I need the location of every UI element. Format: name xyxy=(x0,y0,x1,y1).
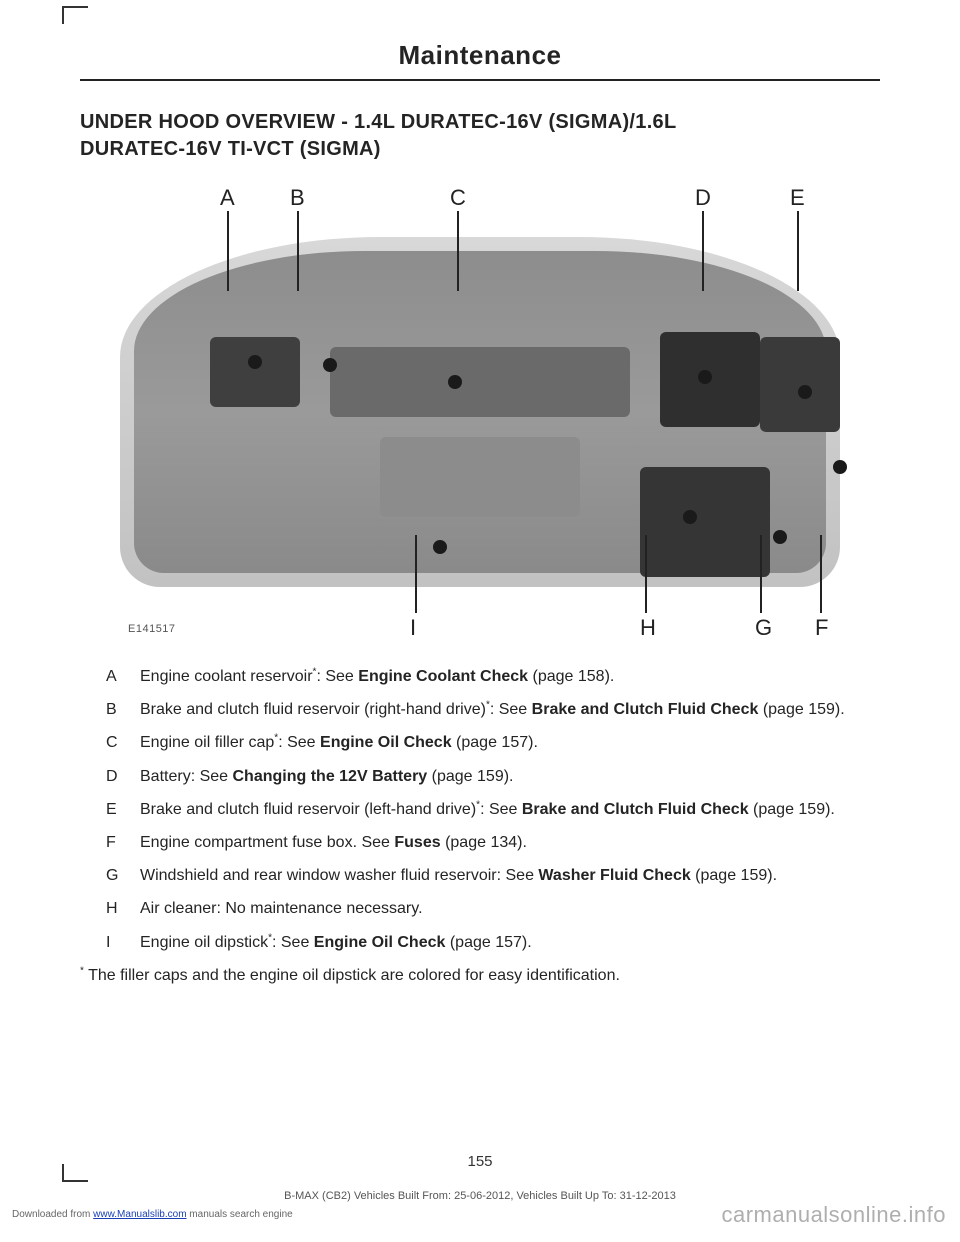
legend-list: AEngine coolant reservoir*: See Engine C… xyxy=(80,665,880,954)
callout-dot xyxy=(323,358,337,372)
download-link[interactable]: www.Manualslib.com xyxy=(93,1209,186,1220)
page-content: Maintenance UNDER HOOD OVERVIEW - 1.4L D… xyxy=(0,0,960,1007)
legend-key: B xyxy=(80,698,140,721)
leader-line xyxy=(457,211,459,291)
legend-key: G xyxy=(80,864,140,887)
legend-row: AEngine coolant reservoir*: See Engine C… xyxy=(80,665,880,688)
legend-text: Windshield and rear window washer fluid … xyxy=(140,864,880,887)
leader-line xyxy=(227,211,229,291)
legend-row: GWindshield and rear window washer fluid… xyxy=(80,864,880,887)
legend-row: HAir cleaner: No maintenance necessary. xyxy=(80,897,880,920)
legend-text: Engine coolant reservoir*: See Engine Co… xyxy=(140,665,880,688)
engine-component-block xyxy=(330,347,630,417)
callout-dot xyxy=(833,460,847,474)
legend-key: C xyxy=(80,731,140,754)
section-title-line2: DURATEC-16V TI-VCT (SIGMA) xyxy=(80,138,381,160)
callout-label-e: E xyxy=(790,185,805,211)
section-title: UNDER HOOD OVERVIEW - 1.4L DURATEC-16V (… xyxy=(80,109,880,163)
footnote: * The filler caps and the engine oil dip… xyxy=(80,964,880,987)
callout-dot xyxy=(248,355,262,369)
section-title-line1: UNDER HOOD OVERVIEW - 1.4L DURATEC-16V (… xyxy=(80,111,677,133)
legend-text: Engine compartment fuse box. See Fuses (… xyxy=(140,831,880,854)
leader-line xyxy=(820,535,822,613)
watermark: carmanualsonline.info xyxy=(721,1202,946,1228)
legend-row: CEngine oil filler cap*: See Engine Oil … xyxy=(80,731,880,754)
download-line: Downloaded from www.Manualslib.com manua… xyxy=(12,1209,293,1220)
callout-dot xyxy=(448,375,462,389)
diagram-container: E141517 A B C D E I H G F xyxy=(80,177,880,647)
callout-label-a: A xyxy=(220,185,235,211)
callout-label-f: F xyxy=(815,615,828,641)
leader-line xyxy=(702,211,704,291)
engine-component-block xyxy=(210,337,300,407)
engine-diagram: E141517 A B C D E I H G F xyxy=(80,177,880,647)
callout-dot xyxy=(773,530,787,544)
download-prefix: Downloaded from xyxy=(12,1209,93,1220)
leader-line xyxy=(797,211,799,291)
leader-line xyxy=(297,211,299,291)
footnote-text: The filler caps and the engine oil dipst… xyxy=(84,967,620,984)
title-rule xyxy=(80,79,880,81)
engine-component-block xyxy=(380,437,580,517)
leader-line xyxy=(415,535,417,613)
engine-component-block xyxy=(760,337,840,432)
legend-text: Brake and clutch fluid reservoir (right-… xyxy=(140,698,880,721)
download-suffix: manuals search engine xyxy=(187,1209,293,1220)
legend-text: Air cleaner: No maintenance necessary. xyxy=(140,897,880,920)
callout-dot xyxy=(698,370,712,384)
leader-line xyxy=(760,535,762,613)
callout-dot xyxy=(433,540,447,554)
callout-dot xyxy=(798,385,812,399)
legend-key: H xyxy=(80,897,140,920)
engine-component-block xyxy=(640,467,770,577)
callout-dot xyxy=(683,510,697,524)
legend-text: Brake and clutch fluid reservoir (left-h… xyxy=(140,798,880,821)
callout-label-d: D xyxy=(695,185,711,211)
legend-text: Battery: See Changing the 12V Battery (p… xyxy=(140,765,880,788)
crop-mark-top-left xyxy=(62,6,88,24)
legend-text: Engine oil filler cap*: See Engine Oil C… xyxy=(140,731,880,754)
callout-label-c: C xyxy=(450,185,466,211)
legend-key: A xyxy=(80,665,140,688)
page-number: 155 xyxy=(0,1153,960,1170)
build-info: B-MAX (CB2) Vehicles Built From: 25-06-2… xyxy=(0,1190,960,1202)
callout-label-i: I xyxy=(410,615,416,641)
legend-row: BBrake and clutch fluid reservoir (right… xyxy=(80,698,880,721)
chapter-title: Maintenance xyxy=(80,40,880,79)
legend-key: F xyxy=(80,831,140,854)
figure-id: E141517 xyxy=(128,623,176,635)
callout-label-g: G xyxy=(755,615,772,641)
legend-row: IEngine oil dipstick*: See Engine Oil Ch… xyxy=(80,931,880,954)
legend-row: FEngine compartment fuse box. See Fuses … xyxy=(80,831,880,854)
legend-key: D xyxy=(80,765,140,788)
legend-row: DBattery: See Changing the 12V Battery (… xyxy=(80,765,880,788)
legend-key: I xyxy=(80,931,140,954)
legend-text: Engine oil dipstick*: See Engine Oil Che… xyxy=(140,931,880,954)
legend-row: EBrake and clutch fluid reservoir (left-… xyxy=(80,798,880,821)
callout-label-b: B xyxy=(290,185,305,211)
callout-label-h: H xyxy=(640,615,656,641)
legend-key: E xyxy=(80,798,140,821)
leader-line xyxy=(645,535,647,613)
